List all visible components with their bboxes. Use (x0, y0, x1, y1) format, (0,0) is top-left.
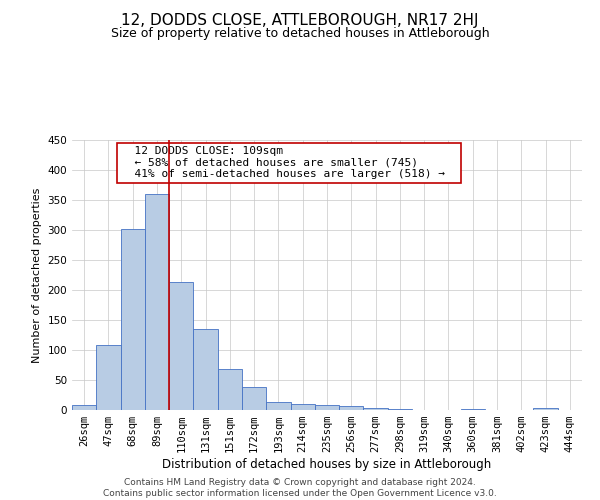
Y-axis label: Number of detached properties: Number of detached properties (32, 188, 42, 362)
Bar (266, 402, 290, 410)
Text: Size of property relative to detached houses in Attleborough: Size of property relative to detached ho… (110, 28, 490, 40)
Bar (121, 229, 145, 410)
Text: Contains HM Land Registry data © Crown copyright and database right 2024.
Contai: Contains HM Land Registry data © Crown c… (103, 478, 497, 498)
Bar (461, 409, 485, 410)
Bar (145, 194, 169, 410)
Bar (339, 406, 364, 410)
Bar (169, 282, 193, 410)
Bar (388, 409, 412, 410)
Bar (72, 405, 96, 410)
Bar (533, 408, 558, 410)
Bar (315, 404, 339, 410)
Bar (96, 345, 121, 410)
Text: 12, DODDS CLOSE, ATTLEBOROUGH, NR17 2HJ: 12, DODDS CLOSE, ATTLEBOROUGH, NR17 2HJ (121, 12, 479, 28)
Bar (364, 408, 388, 410)
Bar (193, 329, 218, 410)
Bar (242, 387, 266, 410)
Text: 12 DODDS CLOSE: 109sqm  
  ← 58% of detached houses are smaller (745)  
  41% of: 12 DODDS CLOSE: 109sqm ← 58% of detached… (121, 146, 458, 179)
X-axis label: Distribution of detached houses by size in Attleborough: Distribution of detached houses by size … (163, 458, 491, 471)
Bar (290, 404, 315, 410)
Bar (218, 369, 242, 410)
